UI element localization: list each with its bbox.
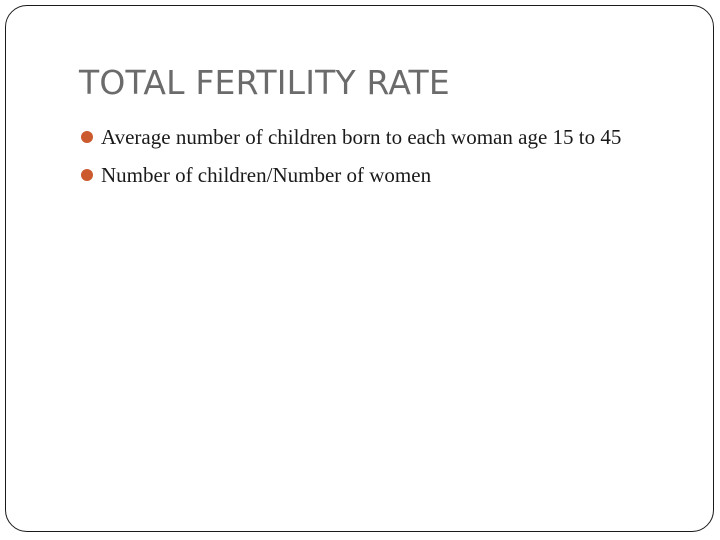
bullet-list: Average number of children born to each …	[79, 122, 669, 198]
bullet-item: Number of children/Number of women	[79, 160, 669, 190]
slide-title: TOTAL FERTILITY RATE	[79, 63, 450, 102]
slide-frame: TOTAL FERTILITY RATE Average number of c…	[5, 5, 714, 532]
bullet-dot-icon	[81, 131, 93, 143]
bullet-dot-icon	[81, 169, 93, 181]
bullet-item: Average number of children born to each …	[79, 122, 669, 152]
bullet-text: Number of children/Number of women	[101, 163, 432, 187]
bullet-text: Average number of children born to each …	[101, 125, 622, 149]
